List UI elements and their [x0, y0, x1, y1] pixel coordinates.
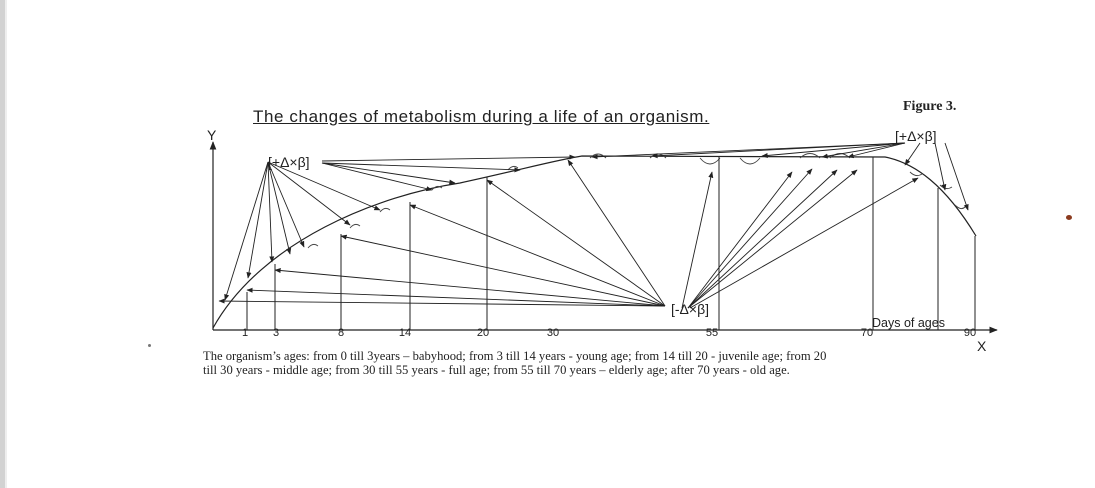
x-tick-90: 90	[964, 327, 976, 339]
x-tick-55: 55	[706, 327, 718, 339]
curve-bumps	[307, 153, 966, 249]
caption-line-1: The organism’s ages: from 0 till 3years …	[203, 349, 827, 363]
x-tick-70: 70	[861, 327, 873, 339]
x-tick-30: 30	[547, 327, 559, 339]
arrows-minus-center	[218, 159, 919, 309]
arrows-plus-right	[591, 142, 969, 211]
caption: The organism’s ages: from 0 till 3years …	[203, 349, 1093, 377]
plus-delta-beta-right: [+Δ×β]	[895, 128, 937, 144]
minus-delta-beta-center: [-Δ×β]	[671, 301, 709, 317]
metabolism-curve	[212, 155, 977, 329]
caption-line-2: till 30 years - middle age; from 30 till…	[203, 363, 790, 377]
x-tick-14: 14	[399, 327, 411, 339]
scan-page-edge-shadow	[5, 0, 7, 488]
scan-speck-gray	[148, 344, 151, 347]
diagram-title: The changes of metabolism during a life …	[253, 107, 710, 126]
scan-speck-red	[1066, 215, 1072, 220]
x-tick-20: 20	[477, 327, 489, 339]
x-tick-1: 1	[242, 327, 248, 339]
arrows-plus-left	[224, 154, 576, 301]
x-tick-3: 3	[273, 327, 279, 339]
x-axis-label: X	[977, 338, 987, 354]
age-markers	[246, 157, 976, 330]
y-axis-label: Y	[207, 127, 217, 143]
scan-page-edge	[0, 0, 5, 488]
x-axis-title: Days of ages	[872, 316, 945, 330]
x-tick-8: 8	[338, 327, 344, 339]
plus-delta-beta-left: [+Δ×β]	[268, 154, 310, 170]
figure-label: Figure 3.	[903, 99, 957, 114]
x-tick-labels: 1 3 8 14 20 30 55 70 90	[242, 327, 976, 339]
